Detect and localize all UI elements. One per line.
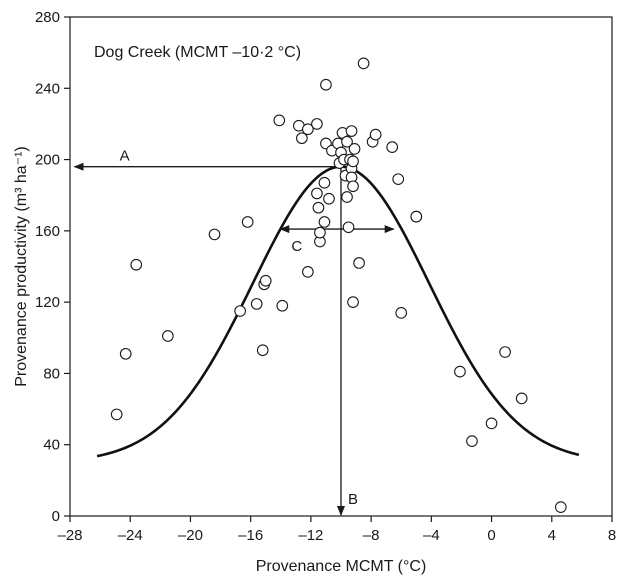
data-point: [342, 221, 355, 234]
x-tick-label: 8: [608, 527, 616, 544]
data-point: [110, 408, 123, 421]
fitted-curve: [96, 165, 580, 458]
data-point: [318, 176, 331, 189]
data-point: [119, 347, 132, 360]
annotation-label-c: C: [291, 238, 302, 255]
data-point: [347, 180, 359, 193]
data-point: [392, 173, 405, 186]
data-point: [302, 123, 314, 136]
y-tick-label: 80: [43, 365, 60, 382]
data-point: [259, 274, 272, 287]
x-tick-label: –16: [238, 527, 263, 544]
data-point: [357, 57, 370, 70]
y-axis-label: Provenance productivity (m³ ha⁻¹): [13, 146, 30, 387]
x-tick-label: –4: [423, 527, 440, 544]
annotation-label-a: A: [120, 148, 130, 165]
x-tick-label: –28: [57, 527, 82, 544]
annotation-a: A: [73, 148, 341, 171]
y-tick-label: 200: [35, 152, 60, 169]
data-point: [256, 344, 269, 357]
data-point: [241, 216, 254, 228]
data-point: [347, 296, 359, 308]
annotation-c: C: [279, 225, 395, 255]
data-point: [311, 187, 323, 200]
chart-title: Dog Creek (MCMT –10·2 °C): [94, 44, 301, 61]
data-point: [311, 118, 323, 130]
data-point: [454, 365, 466, 378]
data-point: [353, 257, 365, 269]
y-tick-label: 280: [35, 9, 60, 26]
y-tick-label: 40: [43, 437, 60, 454]
data-point: [395, 306, 408, 319]
data-point: [485, 417, 498, 430]
data-point: [312, 201, 325, 214]
x-tick-label: –12: [298, 527, 323, 544]
y-tick-label: 240: [35, 80, 60, 97]
plot-frame: [69, 16, 613, 517]
x-axis-ticks: –28 –24 –20 –16 –12 –8 –4 0 4 8: [57, 516, 616, 544]
y-tick-label: 160: [35, 223, 60, 240]
data-point: [345, 125, 358, 137]
data-point: [369, 128, 382, 141]
data-point: [273, 114, 286, 127]
data-point: [318, 216, 331, 228]
data-point: [276, 299, 289, 312]
x-tick-label: –24: [118, 527, 143, 544]
y-tick-label: 120: [35, 294, 60, 311]
data-point: [554, 501, 567, 513]
data-point: [341, 191, 353, 203]
annotation-arrows: A B C: [73, 148, 395, 516]
data-point: [208, 228, 221, 241]
data-point: [347, 155, 359, 168]
x-tick-label: 0: [487, 527, 495, 544]
data-point: [250, 298, 263, 310]
data-point: [320, 78, 332, 91]
data-point: [296, 132, 308, 145]
data-point: [130, 258, 143, 271]
data-point: [314, 226, 326, 239]
data-point: [302, 266, 314, 278]
y-tick-label: 0: [52, 508, 60, 525]
data-point: [341, 135, 353, 148]
data-point: [499, 346, 511, 358]
data-points: [110, 57, 567, 513]
data-point: [348, 143, 361, 155]
data-point: [323, 192, 335, 205]
data-point: [234, 305, 246, 317]
annotation-b: B: [337, 166, 358, 516]
x-tick-label: –8: [363, 527, 380, 544]
annotation-label-b: B: [348, 491, 358, 508]
y-axis-ticks: 0 40 80 120 160 200 240 280: [35, 9, 70, 525]
x-tick-label: –20: [178, 527, 203, 544]
data-point: [386, 141, 399, 153]
data-point: [466, 435, 478, 448]
data-point: [410, 210, 423, 223]
x-axis-label: Provenance MCMT (°C): [256, 558, 427, 575]
data-point: [515, 392, 528, 405]
data-point: [162, 330, 174, 342]
x-tick-label: 4: [548, 527, 556, 544]
